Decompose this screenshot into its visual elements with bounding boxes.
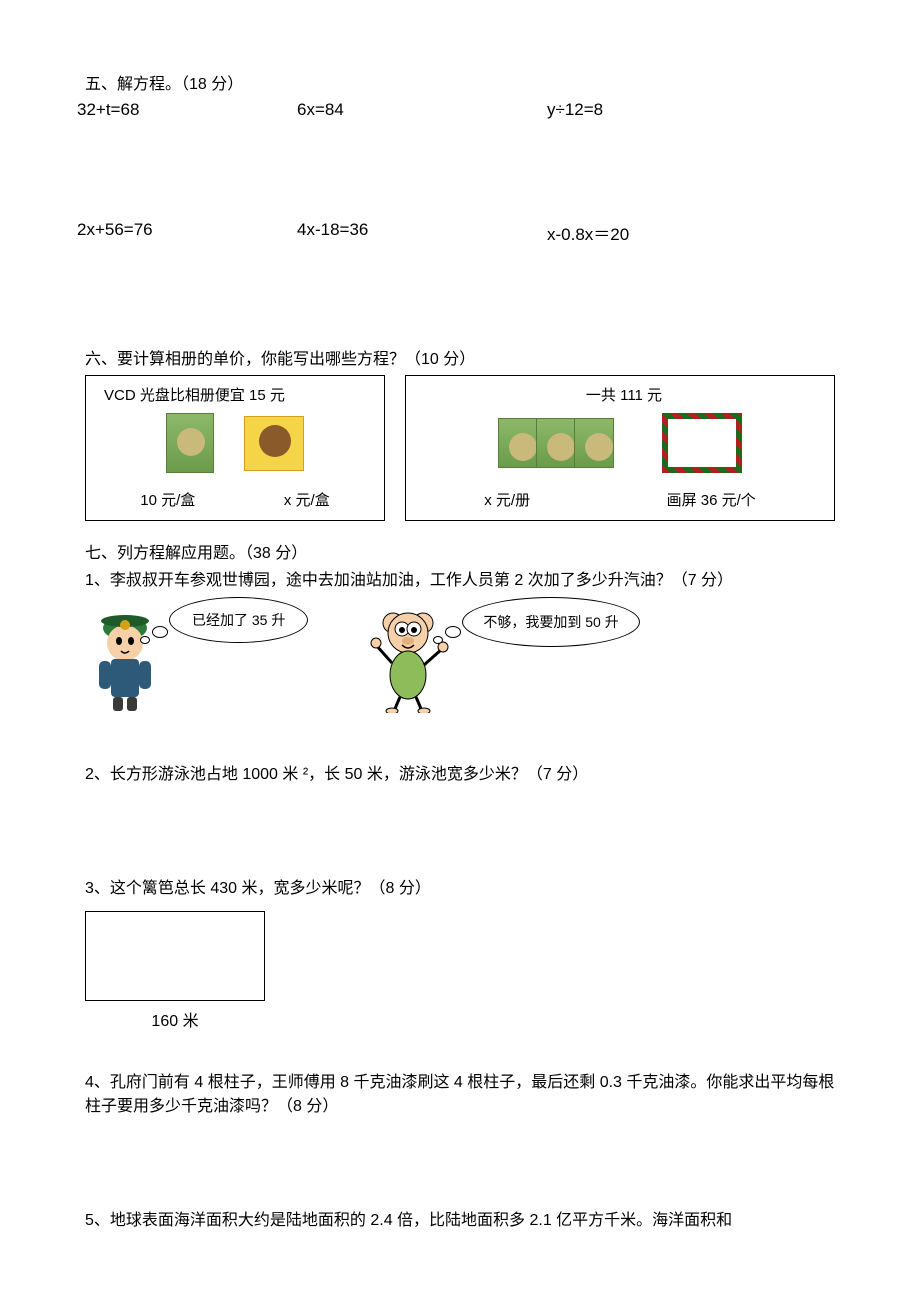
q3-text: 3、这个篱笆总长 430 米，宽多少米呢？（8 分） [85,877,835,901]
equation-2-3: x-0.8x＝20 [547,220,835,245]
box2-label2: 画屏 36 元/个 [667,489,756,510]
box2-title: 一共 111 元 [416,384,824,405]
equations-row-2: 2x+56=76 4x-18=36 x-0.8x＝20 [85,220,835,245]
worker-icon [85,603,165,713]
q1-text: 1、李叔叔开车参观世博园，途中去加油站加油，工作人员第 2 次加了多少升汽油？（… [85,569,835,593]
q3-rectangle [85,911,265,1001]
q3-rect-label: 160 米 [85,1007,265,1031]
monkey-figure: 不够，我要加到 50 升 [368,603,639,713]
worker-figure: 已经加了 35 升 [85,603,308,713]
q5-text: 5、地球表面海洋面积大约是陆地面积的 2.4 倍，比陆地面积多 2.1 亿平方千… [85,1209,835,1233]
box1-images [96,413,374,473]
bubble-worker: 已经加了 35 升 [169,597,308,643]
section6-title: 六、要计算相册的单价，你能写出哪些方程？（10 分） [85,345,835,369]
album-icon [536,418,576,468]
equation-2-2: 4x-18=36 [297,220,547,245]
box2-label1: x 元/册 [484,489,530,510]
bubble-monkey: 不够，我要加到 50 升 [462,597,639,647]
album-icon [498,418,538,468]
album-stack-icon [498,418,612,468]
equation-1-2: 6x=84 [297,100,547,120]
equation-1-1: 32+t=68 [77,100,297,120]
picture-frame-icon [662,413,742,473]
equation-1-3: y÷12=8 [547,100,835,120]
box1-title: VCD 光盘比相册便宜 15 元 [96,384,374,405]
box2-images [416,413,824,473]
section7-title: 七、列方程解应用题。（38 分） [85,539,835,563]
equations-row-1: 32+t=68 6x=84 y÷12=8 [85,100,835,120]
album-icon [574,418,614,468]
box1-label2: x 元/盒 [284,489,330,510]
section5-title: 五、解方程。（18 分） [85,70,835,94]
box1-label1: 10 元/盒 [140,489,195,510]
album-bear-icon [244,416,304,471]
box-vcd: VCD 光盘比相册便宜 15 元 10 元/盒 x 元/盒 [85,375,385,521]
monkey-icon [368,603,458,713]
vcd-disc-icon [166,413,214,473]
box2-labels: x 元/册 画屏 36 元/个 [416,489,824,510]
equation-2-1: 2x+56=76 [77,220,297,245]
q2-text: 2、长方形游泳池占地 1000 米 ²，长 50 米，游泳池宽多少米？（7 分） [85,763,835,787]
q1-figures: 已经加了 35 升 不够，我要加到 50 升 [85,603,835,713]
box1-labels: 10 元/盒 x 元/盒 [96,489,374,510]
box-total: 一共 111 元 x 元/册 画屏 36 元/个 [405,375,835,521]
section6-boxes: VCD 光盘比相册便宜 15 元 10 元/盒 x 元/盒 一共 111 元 x… [85,375,835,521]
q4-text: 4、孔府门前有 4 根柱子，王师傅用 8 千克油漆刷这 4 根柱子，最后还剩 0… [85,1071,835,1119]
